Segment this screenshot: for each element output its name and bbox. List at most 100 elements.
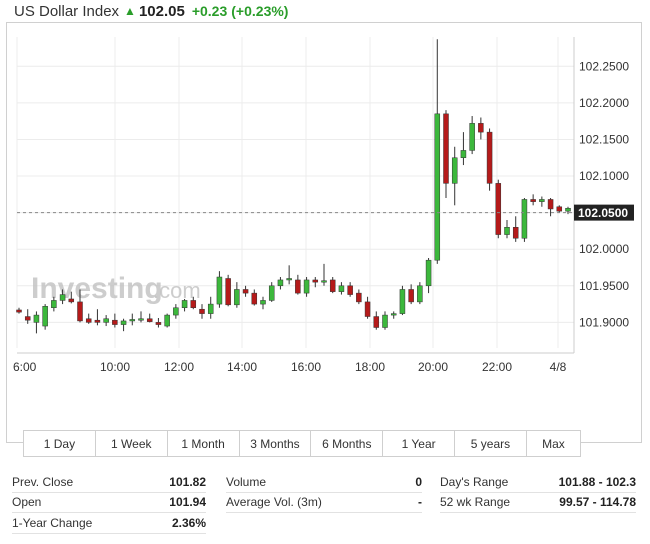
candle-body [399, 289, 406, 314]
quote-header: US Dollar Index ▲ 102.05 +0.23 (+0.23%) [14, 1, 288, 21]
candle-body [120, 320, 127, 325]
candle-body [199, 308, 205, 314]
candle-body [216, 276, 223, 305]
price-change-percent: (+0.23%) [231, 3, 289, 19]
timeframe-button-1-month[interactable]: 1 Month [168, 431, 240, 456]
candle-body [24, 316, 31, 321]
watermark-logo: Investing [31, 272, 163, 305]
x-tick-label: 16:00 [291, 360, 321, 374]
candle-body [286, 278, 292, 281]
candle-body [103, 318, 109, 323]
stat-value: - [418, 495, 422, 510]
stat-row: Average Vol. (3m) - [226, 493, 422, 513]
candle-body [556, 206, 563, 212]
candle-body [539, 199, 545, 202]
candle-body [129, 319, 136, 322]
candle-body [321, 280, 327, 283]
candlestick-chart[interactable]: 102.2500 102.2000 102.1500 102.1000 102.0500… [7, 23, 641, 442]
candle-body [521, 199, 528, 239]
candle-body [51, 300, 57, 309]
stat-row: 52 wk Range 99.57 - 114.78 [440, 493, 636, 513]
x-tick-label: 22:00 [482, 360, 512, 374]
current-price-label: 102.0500 [578, 206, 628, 220]
timeframe-button-5-years[interactable]: 5 years [455, 431, 527, 456]
candle-body [42, 306, 48, 327]
y-tick-label: 102.2500 [579, 59, 629, 73]
candle-body [425, 259, 432, 287]
candle-body [364, 301, 371, 317]
last-price: 102.05 [138, 2, 185, 20]
candle-body [77, 301, 83, 322]
candle-body [512, 227, 519, 239]
stats-column-1: Prev. Close 101.82 Open 101.94 1-Year Change… [12, 472, 206, 534]
candle-body [408, 289, 414, 303]
candle-body [565, 207, 571, 212]
candle-body [547, 199, 554, 210]
stat-label: 52 wk Range [440, 495, 511, 510]
candle-body [207, 303, 214, 314]
stat-row: Day's Range 101.88 - 102.3 [440, 472, 636, 493]
timeframe-button-1-week[interactable]: 1 Week [96, 431, 168, 456]
x-tick-label: 6:00 [13, 360, 37, 374]
y-tick-label: 102.2000 [579, 96, 629, 110]
timeframe-selector: 1 Day 1 Week 1 Month 3 Months 6 Months 1 Year… [23, 430, 581, 457]
candle-body [356, 292, 362, 303]
stat-value: 101.82 [169, 474, 206, 489]
candle-body [155, 322, 162, 325]
stat-row: Volume 0 [226, 472, 422, 493]
candle-body [486, 131, 493, 184]
candle-body [329, 279, 336, 292]
stat-label: Prev. Close [12, 474, 74, 489]
timeframe-button-6-months[interactable]: 6 Months [311, 431, 384, 456]
candle-body [277, 279, 284, 287]
candle-body [59, 294, 66, 301]
candle-body [242, 289, 249, 294]
y-tick-label: 102.0000 [579, 242, 629, 256]
candle-body [434, 113, 441, 261]
stat-label: Open [12, 495, 42, 510]
candle-body [234, 289, 240, 306]
stat-value: 99.57 - 114.78 [559, 495, 636, 510]
instrument-name: US Dollar Index [14, 2, 120, 20]
x-tick-label: 20:00 [418, 360, 448, 374]
up-arrow-icon: ▲ [124, 4, 136, 18]
timeframe-button-3-months[interactable]: 3 Months [240, 431, 312, 456]
stat-value: 2.36% [171, 515, 206, 530]
y-tick-label: 102.1000 [579, 169, 629, 183]
candle-body [417, 285, 423, 303]
stat-row: 1-Year Change 2.36% [12, 513, 206, 534]
candle-body [94, 319, 101, 323]
candle-body [504, 227, 510, 235]
candle-body [443, 113, 449, 184]
candle-body [495, 183, 502, 235]
candle-body [68, 298, 75, 303]
candle-body [85, 318, 92, 323]
candle-body [138, 318, 144, 321]
chart-panel: 102.2500 102.2000 102.1500 102.1000 102.0500… [6, 22, 642, 457]
stat-label: Day's Range [440, 474, 509, 489]
candle-body [295, 279, 301, 294]
x-tick-label: 18:00 [355, 360, 385, 374]
stat-label: Average Vol. (3m) [226, 495, 322, 510]
stat-row: Open 101.94 [12, 493, 206, 513]
candle-body [181, 300, 188, 309]
candle-body [112, 319, 118, 325]
candle-body [530, 199, 536, 202]
price-change: +0.23 [191, 3, 228, 19]
stat-label: Volume [226, 474, 267, 489]
candle-body [460, 150, 467, 158]
candle-body [347, 285, 353, 295]
candle-body [33, 314, 40, 323]
y-tick-label: 101.9000 [579, 315, 629, 329]
y-tick-label: 101.9500 [579, 279, 629, 293]
x-tick-label: 14:00 [227, 360, 257, 374]
stats-column-2: Volume 0 Average Vol. (3m) - [226, 472, 422, 513]
candle-body [303, 279, 310, 294]
timeframe-button-1-year[interactable]: 1 Year [383, 431, 456, 456]
timeframe-button-max[interactable]: Max [542, 436, 565, 451]
stat-row: Prev. Close 101.82 [12, 472, 206, 493]
candle-body [16, 309, 22, 313]
timeframe-button-1-day[interactable]: 1 Day [24, 431, 96, 456]
candle-body [338, 285, 345, 292]
x-tick-label: 4/8 [550, 360, 567, 374]
